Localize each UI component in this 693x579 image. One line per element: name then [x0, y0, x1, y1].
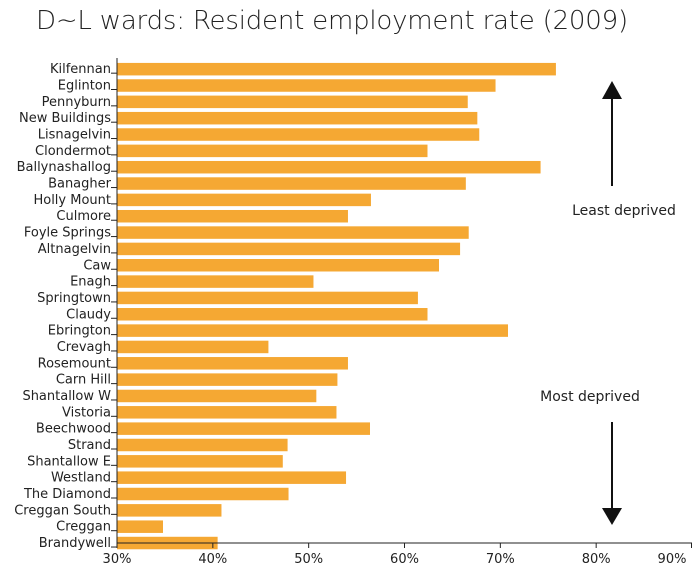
y-tick-label: Shantallow E	[27, 454, 111, 469]
y-tick-label: Caw	[83, 258, 111, 273]
bar-foyle-springs	[117, 226, 469, 239]
annotation-least-deprived: Least deprived	[572, 203, 676, 219]
y-tick-label: Rosemount	[38, 356, 111, 371]
y-tick-label: Ballynashallog	[17, 160, 111, 175]
bar-strand	[117, 438, 288, 452]
y-tick-label: Beechwood	[36, 422, 111, 437]
annotations: Least deprived Most deprived	[540, 81, 676, 525]
y-tick-label: Ebrington	[48, 324, 111, 339]
y-tick-label: Westland	[51, 471, 111, 486]
x-tick-label: 30%	[103, 552, 132, 567]
y-tick-label: Kilfennan	[50, 62, 111, 77]
bar-creggan-south	[117, 504, 222, 517]
bar-vistoria	[117, 406, 337, 419]
x-axis: 30% 40% 50% 60% 70% 80% 90%	[103, 58, 692, 567]
y-tick-label: Holly Mount	[33, 193, 111, 208]
y-tick-label: Foyle Springs	[24, 226, 111, 241]
bar-crevagh	[117, 340, 269, 354]
bar-lisnagelvin	[117, 128, 480, 141]
y-tick-label: Brandywell	[39, 536, 111, 551]
bar-beechwood	[117, 422, 370, 435]
bar-claudy	[117, 308, 428, 321]
x-tick-label: 80%	[582, 552, 611, 567]
y-tick-label: Strand	[68, 438, 111, 453]
y-tick-label: Vistoria	[62, 405, 111, 420]
y-tick-label: Shantallow W	[22, 389, 111, 404]
y-tick-label: New Buildings	[19, 111, 111, 126]
y-tick-label: Banagher	[48, 177, 112, 192]
bar-altnagelvin	[117, 242, 461, 256]
bar-rosemount	[117, 357, 348, 370]
bar-ebrington	[117, 324, 508, 337]
x-tick-label: 50%	[294, 552, 323, 567]
bar-springtown	[117, 291, 418, 305]
y-tick-label: Carn Hill	[56, 373, 111, 388]
y-tick-label: Pennyburn	[42, 95, 111, 110]
bar-enagh	[117, 275, 314, 288]
y-tick-label: Altnagelvin	[38, 242, 111, 257]
y-tick-label: Claudy	[66, 307, 111, 322]
bar-pennyburn	[117, 95, 468, 109]
y-tick-label: Crevagh	[57, 340, 111, 355]
bar-westland	[117, 471, 347, 484]
y-tick-label: Creggan South	[14, 503, 111, 518]
bar-new-buildings	[117, 111, 478, 125]
bar-banagher	[117, 177, 466, 190]
up-arrow-head-icon	[602, 81, 622, 99]
bar-caw	[117, 259, 439, 272]
bar-creggan	[117, 520, 163, 533]
x-tick-label: 90%	[658, 552, 687, 567]
x-tick-label: 40%	[198, 552, 227, 567]
y-tick-label: Culmore	[56, 209, 111, 224]
bar-kilfennan	[117, 62, 556, 76]
down-arrow-head-icon	[602, 508, 622, 525]
y-tick-label: Creggan	[56, 520, 111, 535]
bar-eglinton	[117, 79, 496, 92]
bar-shantallow-w	[117, 389, 317, 403]
y-tick-label: Eglinton	[58, 79, 111, 94]
bar-holly-mount	[117, 193, 371, 207]
y-tick-label: Enagh	[70, 275, 111, 290]
annotation-most-deprived: Most deprived	[540, 389, 640, 405]
y-tick-label: Springtown	[37, 291, 111, 306]
bars-group	[117, 62, 556, 550]
bar-shantallow-e	[117, 455, 283, 468]
bar-ballynashallog	[117, 160, 541, 174]
y-tick-label: Lisnagelvin	[38, 128, 111, 143]
bar-clondermot	[117, 144, 428, 158]
x-tick-label: 70%	[486, 552, 515, 567]
bar-carn-hill	[117, 373, 338, 386]
y-tick-label: The Diamond	[23, 487, 111, 502]
chart-title: D~L wards: Resident employment rate (200…	[36, 6, 628, 36]
bar-the-diamond	[117, 487, 289, 501]
y-tick-label: Clondermot	[35, 144, 111, 159]
bar-culmore	[117, 209, 348, 223]
x-tick-label: 60%	[390, 552, 419, 567]
